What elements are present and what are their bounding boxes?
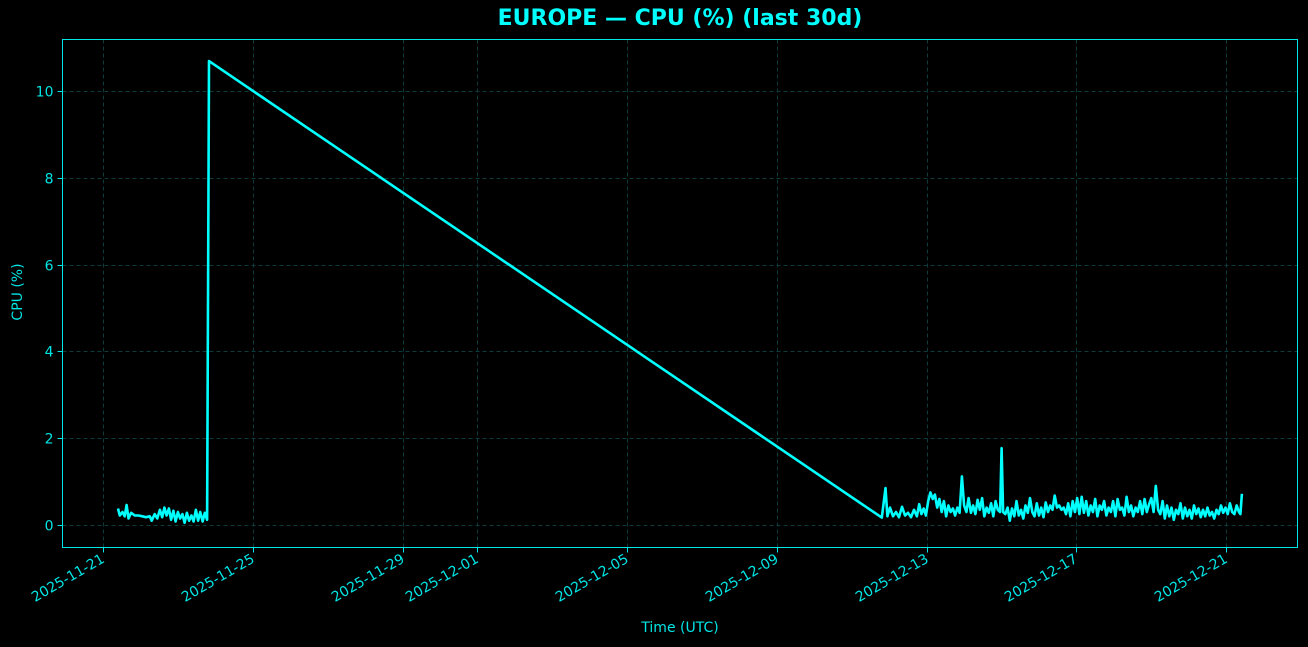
y-tick-label: 2 (45, 432, 54, 448)
y-axis-label: CPU (%) (10, 263, 26, 321)
x-tick-label: 2025-11-21 (29, 551, 107, 606)
x-tick-label: 2025-12-01 (403, 551, 481, 606)
y-tick-label: 10 (36, 85, 54, 101)
y-tick-label: 4 (45, 345, 54, 361)
x-tick-label: 2025-12-13 (853, 551, 931, 606)
y-tick-label: 8 (45, 172, 54, 188)
grid-lines (62, 39, 1298, 548)
y-axis-ticks: 0 2 4 6 8 10 (36, 85, 63, 535)
x-tick-label: 2025-12-05 (553, 551, 631, 606)
x-tick-label: 2025-11-29 (329, 551, 407, 606)
x-tick-label: 2025-12-09 (703, 551, 781, 606)
cpu-line-series (116, 59, 1244, 525)
y-tick-label: 6 (45, 259, 54, 275)
x-axis-label: Time (UTC) (641, 620, 719, 636)
x-axis-ticks: 2025-11-21 2025-11-25 2025-11-292025-12-01… (29, 547, 1231, 606)
x-tick-label: 2025-12-21 (1152, 551, 1230, 606)
x-tick-label: 2025-11-25 (179, 551, 257, 606)
chart-title: EUROPE — CPU (%) (last 30d) (497, 6, 863, 31)
plot-frame (62, 39, 1298, 548)
y-tick-label: 0 (45, 519, 54, 535)
x-tick-label: 2025-12-17 (1002, 551, 1080, 606)
